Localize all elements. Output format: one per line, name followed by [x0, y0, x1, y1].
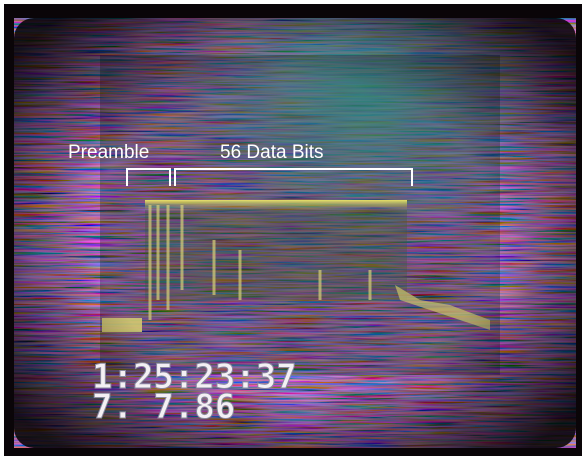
data-bits-label: 56 Data Bits [220, 142, 324, 163]
vignette [14, 18, 576, 448]
preamble-bracket [126, 168, 171, 186]
timestamp-date: 7. 7.86 [92, 387, 235, 427]
preamble-label: Preamble [68, 142, 149, 163]
timestamp-time: 1:25:23:37 [92, 357, 297, 397]
data-bits-bracket [174, 168, 413, 186]
